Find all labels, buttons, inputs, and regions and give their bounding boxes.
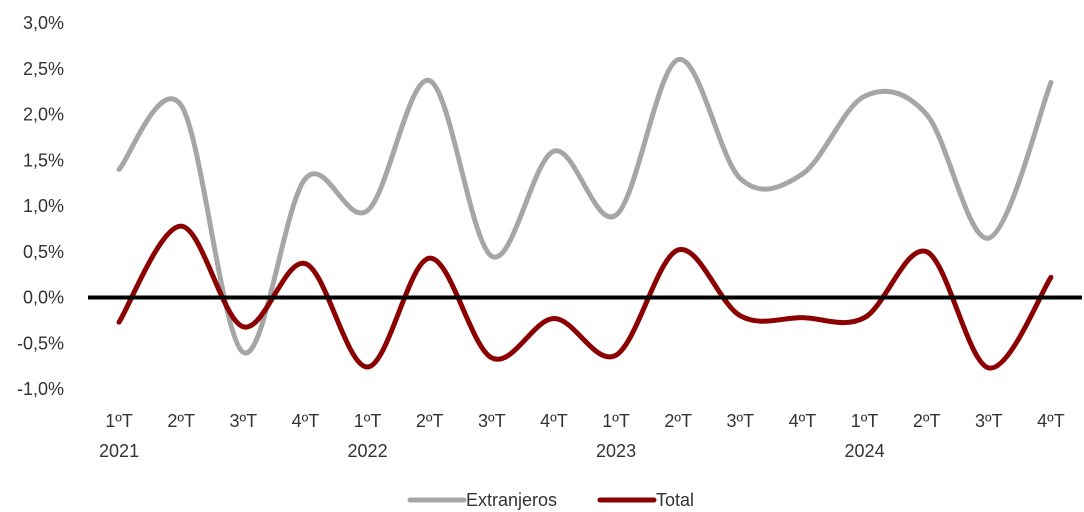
series-line-extranjeros (116, 57, 1054, 356)
series-layer (116, 57, 1054, 371)
x-tick-label: 4ºT (540, 411, 568, 431)
x-tick-label: 1ºT (602, 411, 630, 431)
x-year-label: 2022 (348, 441, 388, 461)
y-axis-tick-labels: 3,0% 2,5% 2,0% 1,5% 1,0% 0,5% 0,0% -0,5% -1,0% (17, 13, 64, 399)
x-axis-tick-labels: 1ºT 2ºT 3ºT 4ºT 1ºT 2ºT 3ºT 4ºT 1ºT 2ºT 3ºT 4ºT 1ºT 2… (99, 411, 1065, 461)
y-tick-label: 3,0% (23, 13, 64, 33)
y-tick-label: 1,5% (23, 150, 64, 170)
x-tick-label: 4ºT (292, 411, 320, 431)
x-tick-label: 2ºT (416, 411, 444, 431)
y-tick-label: -0,5% (17, 333, 64, 353)
legend: Extranjeros Total (407, 490, 694, 510)
x-tick-label: 2ºT (913, 411, 941, 431)
x-tick-label: 1ºT (105, 411, 133, 431)
y-tick-label: -1,0% (17, 379, 64, 399)
x-tick-label: 4ºT (1037, 411, 1065, 431)
x-tick-label: 2ºT (167, 411, 195, 431)
x-year-label: 2024 (845, 441, 885, 461)
x-tick-label: 3ºT (230, 411, 258, 431)
x-tick-label: 2ºT (664, 411, 692, 431)
x-tick-label: 3ºT (975, 411, 1003, 431)
y-tick-label: 0,0% (23, 288, 64, 308)
x-tick-label: 4ºT (789, 411, 817, 431)
x-year-label: 2023 (596, 441, 636, 461)
y-tick-label: 2,5% (23, 59, 64, 79)
x-tick-label: 1ºT (851, 411, 879, 431)
legend-label-extranjeros: Extranjeros (466, 490, 557, 510)
x-tick-label: 1ºT (354, 411, 382, 431)
y-tick-label: 2,0% (23, 105, 64, 125)
x-year-label: 2021 (99, 441, 139, 461)
x-tick-label: 3ºT (727, 411, 755, 431)
legend-label-total: Total (656, 490, 694, 510)
y-tick-label: 1,0% (23, 196, 64, 216)
x-tick-label: 3ºT (478, 411, 506, 431)
series-line-total (116, 223, 1054, 371)
y-tick-label: 0,5% (23, 242, 64, 262)
